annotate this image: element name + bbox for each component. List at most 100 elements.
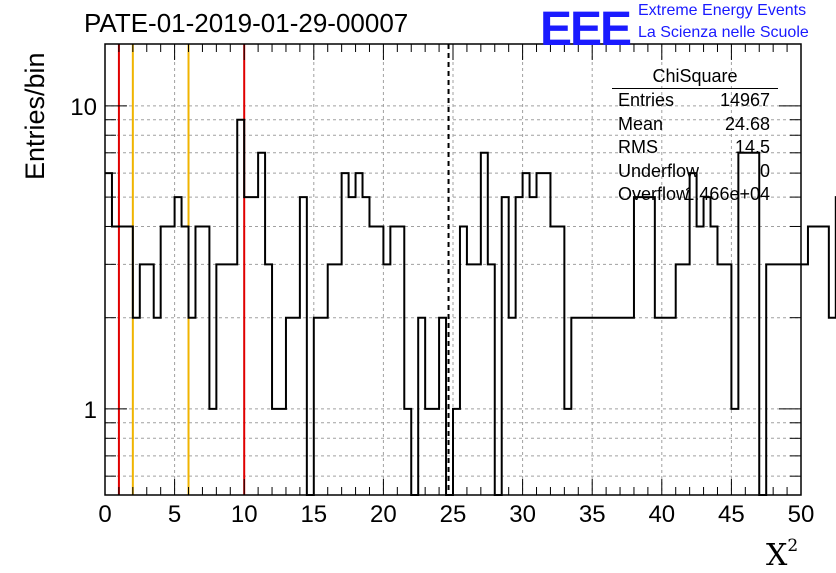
histogram-bin [808,226,815,495]
histogram-bin [105,173,112,495]
x-tick-label: 10 [231,501,258,528]
histogram-bin [467,264,474,495]
histogram-bin [383,264,390,495]
histogram-bin [516,197,523,495]
histogram-bin [369,226,376,495]
stats-value: 1.466e+04 [684,183,770,207]
stats-row-underflow: Underflow 0 [612,160,778,184]
histogram-bin [543,173,550,495]
histogram-bin [592,318,599,495]
histogram-bin [627,318,634,495]
histogram-bin [697,226,704,495]
histogram-bin [711,226,718,495]
histogram-bin [474,264,481,495]
x-tick-label: 50 [788,501,815,528]
x-tick-label: 35 [579,501,606,528]
stats-key: Mean [618,113,663,137]
stats-key: Underflow [618,160,699,184]
stats-key: Overflow [618,183,689,207]
histogram-bin [133,318,140,495]
histogram-bin [119,226,126,495]
x-tick-label: 20 [370,501,397,528]
stats-row-overflow: Overflow 1.466e+04 [612,183,778,207]
histogram-bin [328,264,335,495]
histogram-bin [161,226,168,495]
histogram-bin [502,197,509,495]
histogram-bin [731,409,738,495]
histogram-bin [641,197,648,495]
stats-value: 24.68 [725,113,770,137]
histogram-bin [293,318,300,495]
histogram-bin [244,197,251,495]
histogram-bin [613,318,620,495]
stats-value: 14.5 [735,136,770,160]
histogram-bin [251,197,258,495]
histogram-bin [126,226,133,495]
histogram-bin [585,318,592,495]
histogram-bin [648,197,655,495]
histogram-bin [606,318,613,495]
histogram-bin [425,409,432,495]
histogram-bin [300,197,307,495]
histogram-bin [453,409,460,495]
histogram-bin [829,318,836,495]
histogram-bin [787,264,794,495]
histogram-bin [460,226,467,495]
histogram-bin [418,318,425,495]
stats-key: Entries [618,89,674,113]
stats-box: ChiSquare Entries 14967 Mean 24.68 RMS 1… [612,66,778,207]
stats-row-mean: Mean 24.68 [612,113,778,137]
x-tick-label: 0 [98,501,111,528]
histogram-bin [265,264,272,495]
histogram-bin [801,264,808,495]
histogram-bin [662,318,669,495]
histogram-bin [550,226,557,495]
histogram-bin [404,409,411,495]
histogram-bin [272,409,279,495]
histogram-bin [279,409,286,495]
histogram-bin [537,173,544,495]
histogram-bin [230,264,237,495]
histogram-bin [509,318,516,495]
histogram-bin [223,264,230,495]
histogram-bin [655,318,662,495]
histogram-bin [704,197,711,495]
x-tick-label: 25 [440,501,467,528]
histogram-bin [237,120,244,495]
chart-title: PATE-01-2019-01-29-00007 [84,8,408,39]
histogram-bin [634,197,641,495]
eee-logo: EEE [540,2,630,57]
histogram-bin [335,264,342,495]
histogram-bin [571,318,578,495]
histogram-bin [530,197,537,495]
histogram-bin [815,226,822,495]
histogram-bin [342,173,349,495]
histogram-bin [432,409,439,495]
histogram-bin [175,197,182,495]
histogram-bin [376,226,383,495]
histogram-bin [349,197,356,495]
histogram-bin [822,226,829,495]
histogram-bin [676,264,683,495]
stats-key: RMS [618,136,658,160]
y-tick-label: 10 [70,94,97,121]
histogram-bin [620,318,627,495]
histogram-bin [794,264,801,495]
histogram-bin [321,318,328,495]
stats-row-entries: Entries 14967 [612,89,778,113]
stats-value: 14967 [720,89,770,113]
histogram-bin [683,264,690,495]
histogram-bin [523,173,530,495]
histogram-bin [182,226,189,495]
histogram-bin [168,226,175,495]
histogram-bin [717,264,724,495]
histogram-bin [140,264,147,495]
histogram-bin [564,409,571,495]
y-tick-label: 1 [84,397,97,424]
stats-row-rms: RMS 14.5 [612,136,778,160]
histogram-bin [578,318,585,495]
x-tick-label: 40 [648,501,675,528]
histogram-bin [195,226,202,495]
histogram-bin [397,226,404,495]
histogram-bin [669,318,676,495]
